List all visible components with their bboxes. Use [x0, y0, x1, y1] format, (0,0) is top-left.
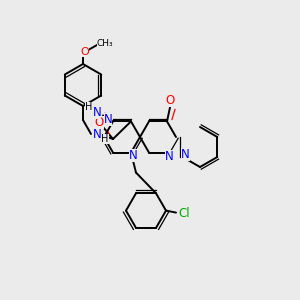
Text: N: N [93, 106, 101, 119]
Text: CH₃: CH₃ [97, 38, 113, 47]
Text: O: O [94, 116, 103, 128]
Text: N: N [181, 148, 190, 160]
Text: N: N [103, 113, 112, 126]
Text: O: O [165, 94, 175, 107]
Text: N: N [129, 149, 137, 162]
Text: Cl: Cl [178, 207, 190, 220]
Text: O: O [81, 47, 89, 57]
Text: N: N [165, 150, 173, 163]
Text: N: N [93, 128, 101, 140]
Text: H: H [101, 134, 109, 144]
Text: H: H [85, 102, 93, 112]
